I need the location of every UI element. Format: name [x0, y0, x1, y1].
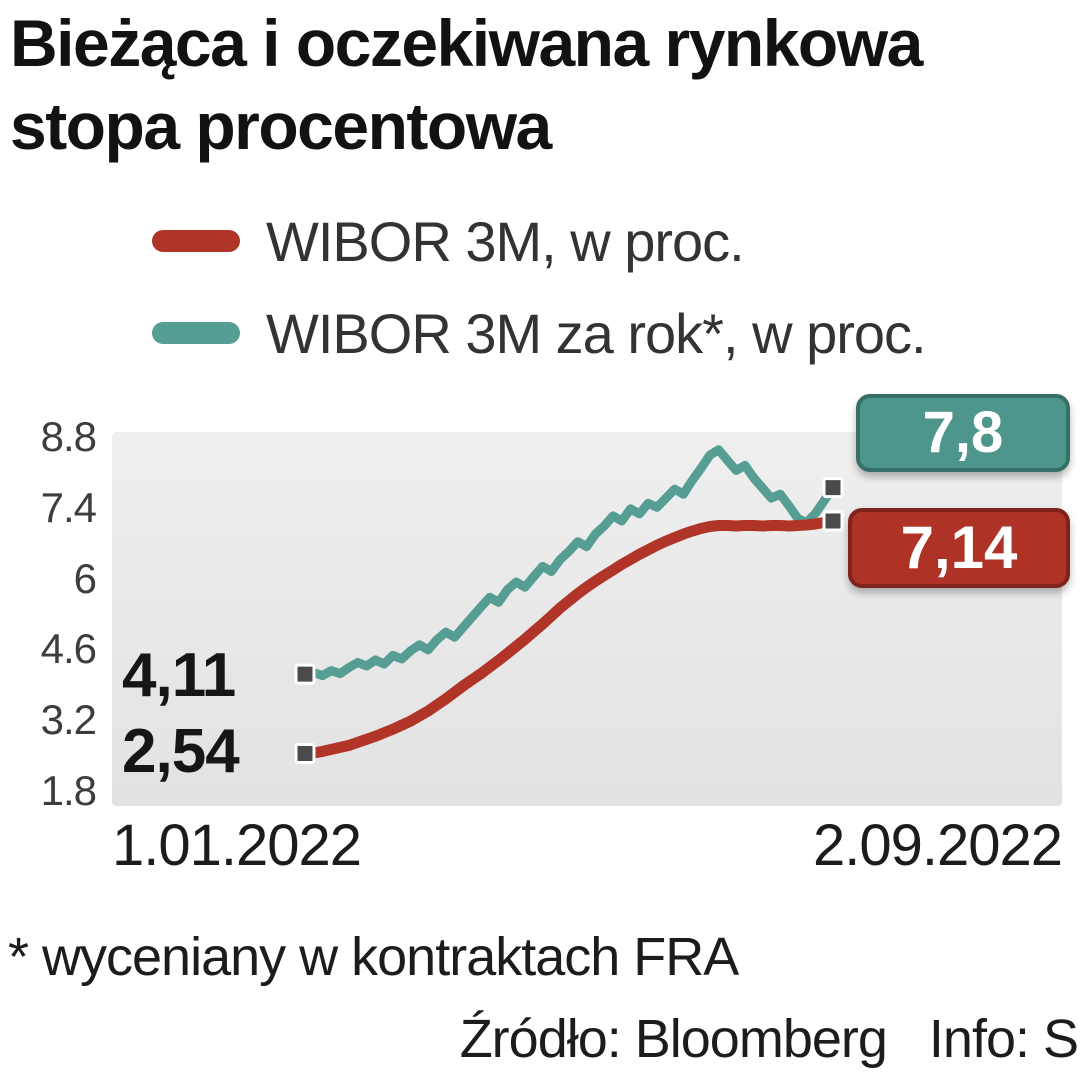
chart-title: Bieżąca i oczekiwana rynkowa stopa proce… [10, 6, 923, 164]
legend-label-wibor: WIBOR 3M, w proc. [266, 209, 745, 273]
footnote: * wyceniany w kontraktach FRA [8, 927, 739, 987]
y-tick-label: 4.6 [40, 625, 97, 673]
wibor-line-swatch [152, 230, 240, 252]
fra-end-value-badge: 7,8 [856, 394, 1070, 472]
source-credit: Źródło: Bloomberg Info: S [459, 1009, 1079, 1069]
data-point-marker [294, 663, 316, 685]
series-line-fra [300, 445, 838, 681]
wibor-end-value-badge: 7,14 [848, 508, 1070, 588]
y-tick-label: 7.4 [40, 483, 97, 531]
y-tick-label: 8.8 [40, 413, 97, 461]
data-point-marker [822, 477, 844, 499]
y-tick-label: 1.8 [40, 766, 97, 814]
data-point-marker [294, 742, 316, 764]
x-axis: 1.01.2022 2.09.2022 [112, 812, 1063, 879]
y-tick-label: 6 [73, 554, 97, 602]
legend-item-wibor: WIBOR 3M, w proc. [152, 208, 926, 274]
fra-start-value-label: 4,11 [122, 641, 236, 710]
data-point-marker [822, 510, 844, 532]
wibor-start-value-label: 2,54 [122, 717, 240, 786]
legend-label-fra: WIBOR 3M za rok*, w proc. [266, 301, 927, 365]
series-line-wibor [299, 515, 839, 759]
x-axis-end-label: 2.09.2022 [812, 813, 1063, 878]
legend: WIBOR 3M, w proc. WIBOR 3M za rok*, w pr… [152, 208, 927, 392]
y-tick-label: 3.2 [40, 696, 97, 744]
x-axis-start-label: 1.01.2022 [112, 813, 362, 878]
plot-area [112, 432, 1062, 806]
fra-line-swatch [152, 322, 240, 344]
legend-item-fra: WIBOR 3M za rok*, w proc. [152, 300, 927, 366]
